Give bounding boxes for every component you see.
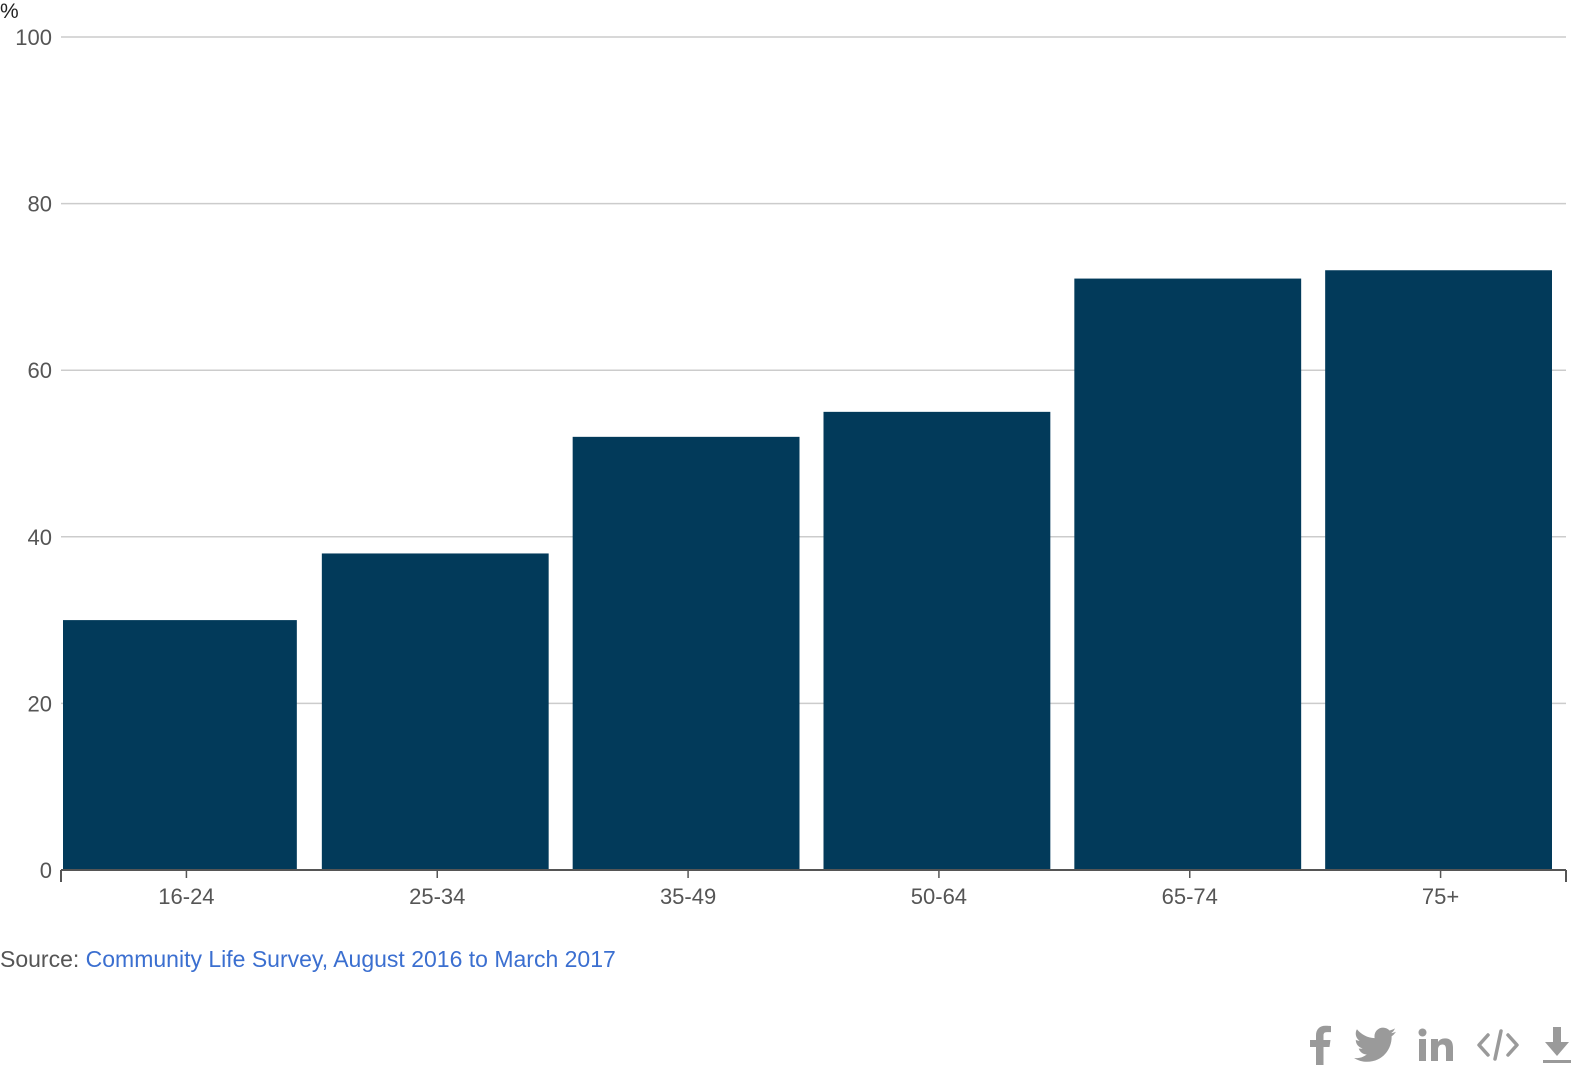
bar: [1074, 278, 1302, 870]
x-tick-label: 35-49: [660, 884, 716, 909]
bar-chart: 0 20 40 60 80 100 16-24 25-34 35-49 50-64 65-74 75…: [0, 0, 1567, 909]
x-axis: 16-24 25-34 35-49 50-64 65-74 75+: [60, 869, 1567, 909]
y-tick-label: 0: [40, 858, 52, 883]
embed-code-icon[interactable]: [1476, 1028, 1520, 1062]
x-tick-label: 75+: [1422, 884, 1459, 909]
bar: [823, 411, 1051, 870]
y-axis-ticks: 0 20 40 60 80 100: [15, 25, 52, 883]
bar: [572, 436, 800, 870]
facebook-icon[interactable]: [1308, 1025, 1332, 1065]
bar: [321, 553, 549, 870]
linkedin-icon[interactable]: [1418, 1028, 1454, 1062]
x-tick-label: 65-74: [1162, 884, 1218, 909]
source-prefix: Source:: [0, 946, 86, 972]
source-link[interactable]: Community Life Survey, August 2016 to Ma…: [85, 946, 616, 972]
x-tick-label: 50-64: [911, 884, 967, 909]
y-tick-label: 100: [15, 25, 52, 50]
y-tick-label: 60: [28, 358, 52, 383]
bar: [63, 620, 297, 870]
y-tick-label: 40: [28, 525, 52, 550]
share-toolbar: [1308, 1023, 1572, 1067]
gridlines: [61, 36, 1566, 705]
y-tick-label: 20: [28, 691, 52, 716]
x-tick-label: 16-24: [158, 884, 214, 909]
bar: [1325, 270, 1552, 870]
x-tick-label: 25-34: [409, 884, 465, 909]
y-tick-label: 80: [28, 192, 52, 217]
twitter-icon[interactable]: [1354, 1027, 1396, 1063]
y-axis-label: %: [0, 0, 19, 23]
bars: [63, 270, 1552, 870]
download-icon[interactable]: [1542, 1026, 1572, 1064]
source-line: Source: Community Life Survey, August 20…: [0, 946, 616, 973]
